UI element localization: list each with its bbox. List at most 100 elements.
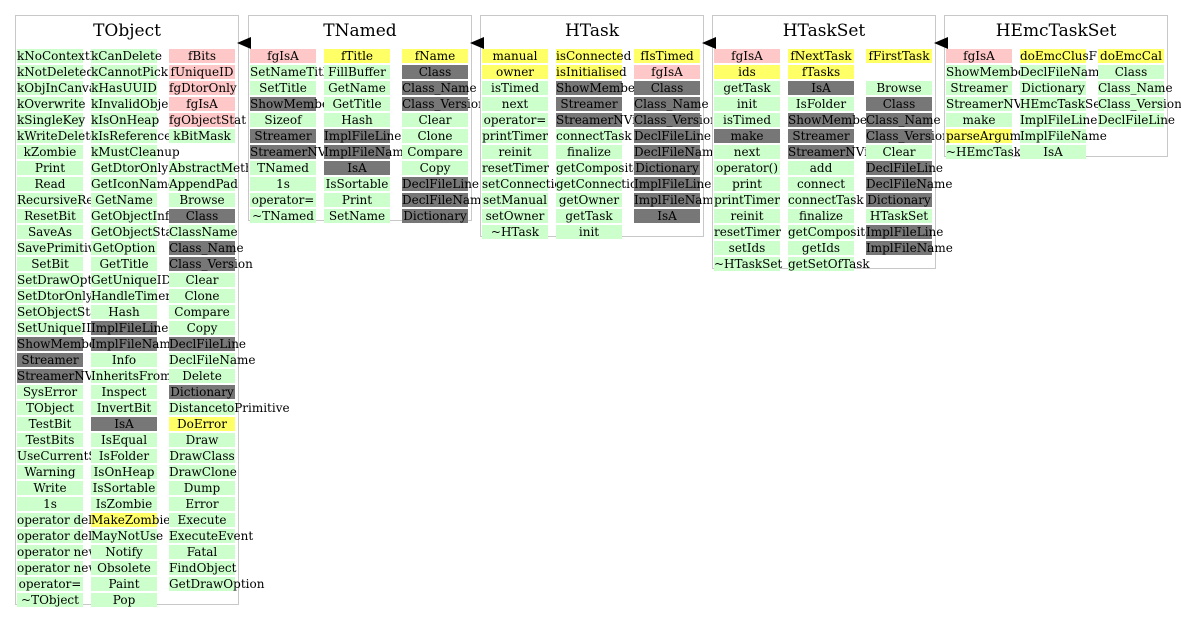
member-cell[interactable]: Streamer [788, 129, 854, 143]
member-cell[interactable]: Read [17, 177, 83, 191]
member-cell[interactable]: print [714, 177, 780, 191]
member-cell[interactable]: Clear [169, 273, 235, 287]
member-cell[interactable]: StreamerNVirtual [17, 369, 127, 383]
member-cell[interactable]: HandleTimer [91, 289, 172, 303]
member-cell[interactable]: Clear [866, 145, 932, 159]
member-cell[interactable]: IsOnHeap [91, 465, 157, 479]
member-cell[interactable]: FillBuffer [324, 65, 390, 79]
member-cell[interactable]: fgIsA [250, 49, 316, 63]
member-cell[interactable]: GetObjectStat [91, 225, 178, 239]
member-cell[interactable]: printTimer [714, 193, 780, 207]
member-cell[interactable]: getIds [788, 241, 854, 255]
member-cell[interactable]: operator= [482, 113, 548, 127]
member-cell[interactable]: Streamer [946, 81, 1012, 95]
member-cell[interactable]: IsZombie [91, 497, 157, 511]
member-cell[interactable]: DeclFileLine [402, 177, 480, 191]
member-cell[interactable]: RecursiveRemove [17, 193, 126, 207]
member-cell[interactable]: Error [169, 497, 235, 511]
member-cell[interactable]: connectTask [556, 129, 632, 143]
member-cell[interactable]: Dictionary [866, 193, 932, 207]
member-cell[interactable]: ~HEmcTaskSet [946, 145, 1042, 159]
member-cell[interactable]: setIds [714, 241, 780, 255]
member-cell[interactable]: fName [402, 49, 468, 63]
member-cell[interactable]: next [714, 145, 780, 159]
member-cell[interactable]: Compare [169, 305, 235, 319]
member-cell[interactable]: Class_Name [866, 113, 941, 127]
member-cell[interactable]: Class [169, 209, 235, 223]
member-cell[interactable]: IsA [788, 81, 854, 95]
member-cell[interactable]: ResetBit [17, 209, 83, 223]
member-cell[interactable]: connect [788, 177, 854, 191]
member-cell[interactable]: Obsolete [91, 561, 157, 575]
member-cell[interactable]: Class [1098, 65, 1164, 79]
member-cell[interactable]: Dictionary [169, 385, 235, 399]
member-cell[interactable]: DeclFileName [866, 177, 953, 191]
member-cell[interactable]: ~TNamed [250, 209, 316, 223]
member-cell[interactable]: SetDrawOption [17, 273, 112, 287]
member-cell[interactable]: ExecuteEvent [169, 529, 254, 543]
member-cell[interactable]: IsA [1020, 145, 1086, 159]
member-cell[interactable]: fTitle [324, 49, 390, 63]
member-cell[interactable]: GetName [324, 81, 390, 95]
member-cell[interactable]: DeclFileLine [866, 161, 944, 175]
member-cell[interactable]: getComposite [788, 225, 873, 239]
member-cell[interactable]: init [714, 97, 780, 111]
member-cell[interactable]: SaveAs [17, 225, 83, 239]
member-cell[interactable]: DeclFileName [402, 193, 489, 207]
member-cell[interactable]: fNextTask [788, 49, 854, 63]
member-cell[interactable]: GetName [91, 193, 157, 207]
member-cell[interactable]: DeclFileLine [169, 337, 247, 351]
member-cell[interactable]: kCanDelete [91, 49, 162, 63]
member-cell[interactable]: fBits [169, 49, 235, 63]
member-cell[interactable]: SetName [324, 209, 390, 223]
member-cell[interactable]: make [714, 129, 780, 143]
member-cell[interactable]: Class [402, 65, 468, 79]
member-cell[interactable]: ids [714, 65, 780, 79]
member-cell[interactable]: Fatal [169, 545, 235, 559]
member-cell[interactable]: ImplFileLine [91, 321, 169, 335]
member-cell[interactable]: FindObject [169, 561, 237, 575]
member-cell[interactable]: Streamer [17, 353, 83, 367]
member-cell[interactable]: fgIsA [714, 49, 780, 63]
member-cell[interactable]: Class_Name [169, 241, 244, 255]
member-cell[interactable]: TNamed [250, 161, 316, 175]
member-cell[interactable]: operator() [714, 161, 780, 175]
member-cell[interactable]: kZombie [17, 145, 83, 159]
member-cell[interactable]: Hash [324, 113, 390, 127]
member-cell[interactable]: isTimed [714, 113, 780, 127]
member-cell[interactable]: Clone [402, 129, 468, 143]
member-cell[interactable]: Print [324, 193, 390, 207]
member-cell[interactable]: ImplFileLine [866, 225, 944, 239]
member-cell[interactable]: 1s [17, 497, 83, 511]
member-cell[interactable]: ShowMembers [250, 97, 341, 111]
member-cell[interactable]: TObject [17, 401, 83, 415]
member-cell[interactable]: Class_Version [634, 113, 718, 127]
member-cell[interactable]: GetTitle [324, 97, 390, 111]
member-cell[interactable]: getConnections [556, 177, 652, 191]
member-cell[interactable]: GetObjectInfo [91, 209, 177, 223]
member-cell[interactable]: Class_Version [402, 97, 486, 111]
member-cell[interactable]: StreamerNVirtual [788, 145, 898, 159]
member-cell[interactable]: GetDrawOption [169, 577, 265, 591]
member-cell[interactable]: isTimed [482, 81, 548, 95]
member-cell[interactable]: IsFolder [788, 97, 854, 111]
member-cell[interactable]: ImplFileName [866, 241, 953, 255]
member-cell[interactable]: Class [634, 81, 700, 95]
member-cell[interactable]: getTask [556, 209, 622, 223]
member-cell[interactable]: Paint [91, 577, 157, 591]
member-cell[interactable]: ~HTaskSet [714, 257, 783, 271]
member-cell[interactable]: Streamer [556, 97, 622, 111]
member-cell[interactable]: AbstractMethod [169, 161, 268, 175]
member-cell[interactable]: kWriteDelete [17, 129, 98, 143]
member-cell[interactable]: getComposite [556, 161, 641, 175]
member-cell[interactable]: Dictionary [634, 161, 700, 175]
member-cell[interactable]: Browse [866, 81, 932, 95]
member-cell[interactable]: GetOption [91, 241, 157, 255]
member-cell[interactable]: Clear [402, 113, 468, 127]
member-cell[interactable]: ~TObject [17, 593, 83, 607]
member-cell[interactable]: DeclFileLine [1098, 113, 1176, 127]
member-cell[interactable]: kNoContextMenu [17, 49, 125, 63]
member-cell[interactable]: SysError [17, 385, 83, 399]
member-cell[interactable]: Copy [169, 321, 235, 335]
member-cell[interactable]: Write [17, 481, 83, 495]
